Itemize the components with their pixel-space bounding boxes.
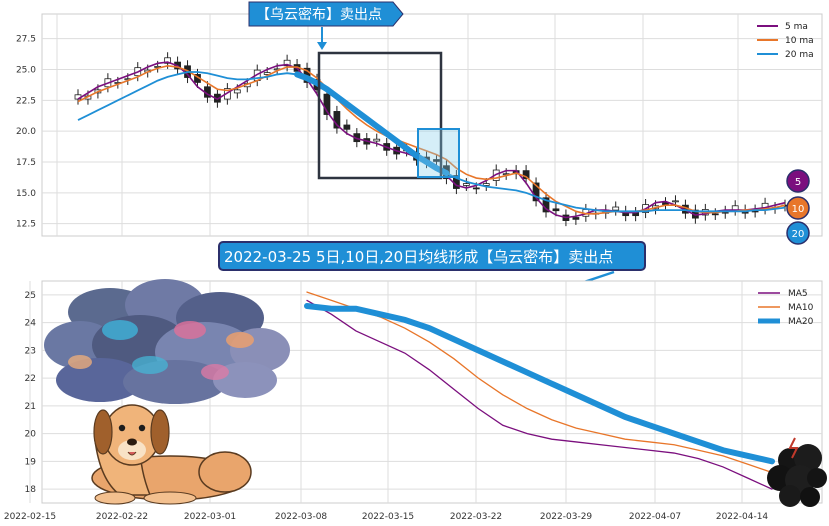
candle-body [472, 187, 480, 190]
middle-callout-text: 2022-03-25 5日,10日,20日均线形成【乌云密布】卖出点 [224, 248, 613, 266]
top-y-tick-label: 20.0 [16, 127, 36, 137]
bottom-y-tick-label: 25 [25, 291, 36, 301]
bottom-y-tick-label: 24 [25, 319, 37, 329]
candle-body [552, 208, 560, 212]
bottom-x-tick-label: 2022-03-29 [540, 512, 593, 522]
blue-highlight-box [417, 128, 460, 178]
bottom-y-tick-label: 23 [25, 346, 36, 356]
bottom-x-tick-label: 2022-02-15 [4, 512, 56, 522]
top-y-tick-label: 22.5 [16, 96, 36, 106]
top-y-tick-label: 12.5 [16, 220, 36, 230]
candle-body [373, 138, 381, 142]
badge-20 [786, 221, 810, 245]
top-y-tick-label: 17.5 [16, 158, 36, 168]
top-y-ticks: 12.5 15.0 17.5 20.0 22.5 25.0 27.5 [16, 35, 36, 230]
badge-20-text: 20 [792, 229, 805, 240]
bottom-x-tick-label: 2022-04-07 [629, 512, 681, 522]
bottom-x-tick-label: 2022-02-22 [96, 512, 148, 522]
candle-body [522, 170, 530, 180]
bottom-y-tick-label: 18 [25, 485, 37, 495]
top-grid [42, 14, 822, 236]
bottom-y-tick-label: 20 [25, 430, 37, 440]
candle-body [233, 89, 241, 94]
candle-body [164, 57, 172, 64]
top-legend-label: 5 ma [785, 22, 808, 32]
top-plot-frame [41, 13, 823, 237]
top-callout: 【乌云密布】卖出点 [248, 1, 404, 50]
top-legend-label: 20 ma [785, 50, 814, 60]
bottom-y-tick-label: 22 [25, 374, 36, 384]
dog-icon [91, 404, 252, 505]
bottom-x-tick-label: 2022-03-01 [184, 512, 236, 522]
bottom-x-tick-label: 2022-04-14 [716, 512, 769, 522]
black-highlight-box [317, 51, 443, 180]
candle-body [672, 200, 679, 203]
bottom-legend: MA5 MA10 MA20 [758, 289, 814, 327]
candle-body [462, 183, 470, 186]
top-callout-text: 【乌云密布】卖出点 [256, 6, 382, 23]
candle-body [482, 183, 490, 186]
bottom-legend-label: MA5 [788, 289, 808, 299]
top-y-tick-label: 15.0 [16, 189, 36, 199]
top-y-tick-label: 27.5 [16, 35, 36, 45]
candle-body [572, 217, 580, 220]
top-series-10-ma [77, 64, 786, 215]
candle-body [612, 206, 620, 211]
bottom-series-MA5 [306, 299, 773, 490]
bottom-y-ticks: 18 19 20 21 22 23 24 25 [25, 291, 37, 495]
ma-badges: 5 10 20 [786, 169, 810, 245]
bottom-series-MA10 [306, 291, 773, 474]
top-y-tick-label: 25.0 [16, 66, 36, 76]
candle-body [283, 59, 291, 67]
badge-5 [786, 169, 810, 193]
candle-body [323, 93, 331, 115]
badge-5-text: 5 [795, 177, 801, 188]
bottom-x-tick-label: 2022-03-22 [450, 512, 502, 522]
bottom-x-tick-label: 2022-03-08 [275, 512, 328, 522]
bottom-x-tick-label: 2022-03-15 [362, 512, 414, 522]
bottom-series-MA20 [304, 302, 775, 465]
top-panel: 12.5 15.0 17.5 20.0 22.5 25.0 27.5 5 ma 10 ma 20… [16, 13, 823, 237]
bottom-x-ticks: 2022-02-15 2022-02-22 2022-03-01 2022-03-08… [4, 512, 769, 522]
bottom-y-tick-label: 21 [25, 402, 36, 412]
bottom-y-tick-label: 19 [25, 457, 37, 467]
middle-callout: 2022-03-25 5日,10日,20日均线形成【乌云密布】卖出点 [218, 241, 646, 291]
badge-10-text: 10 [792, 204, 805, 215]
top-legend-label: 10 ma [785, 36, 814, 46]
candle-body [433, 159, 440, 162]
bottom-legend-label: MA20 [788, 317, 814, 327]
top-ma-lines [77, 61, 786, 219]
candle-body [711, 213, 719, 216]
bottom-legend-label: MA10 [788, 303, 814, 313]
badge-10 [786, 196, 810, 220]
top-legend: 5 ma 10 ma 20 ma [757, 22, 814, 60]
dark-cloud-icon [767, 437, 827, 507]
storm-cloud-icon [44, 279, 290, 404]
candle-body [343, 124, 351, 130]
bottom-ma-lines [304, 291, 775, 490]
top-ma20-highlight [294, 71, 450, 177]
